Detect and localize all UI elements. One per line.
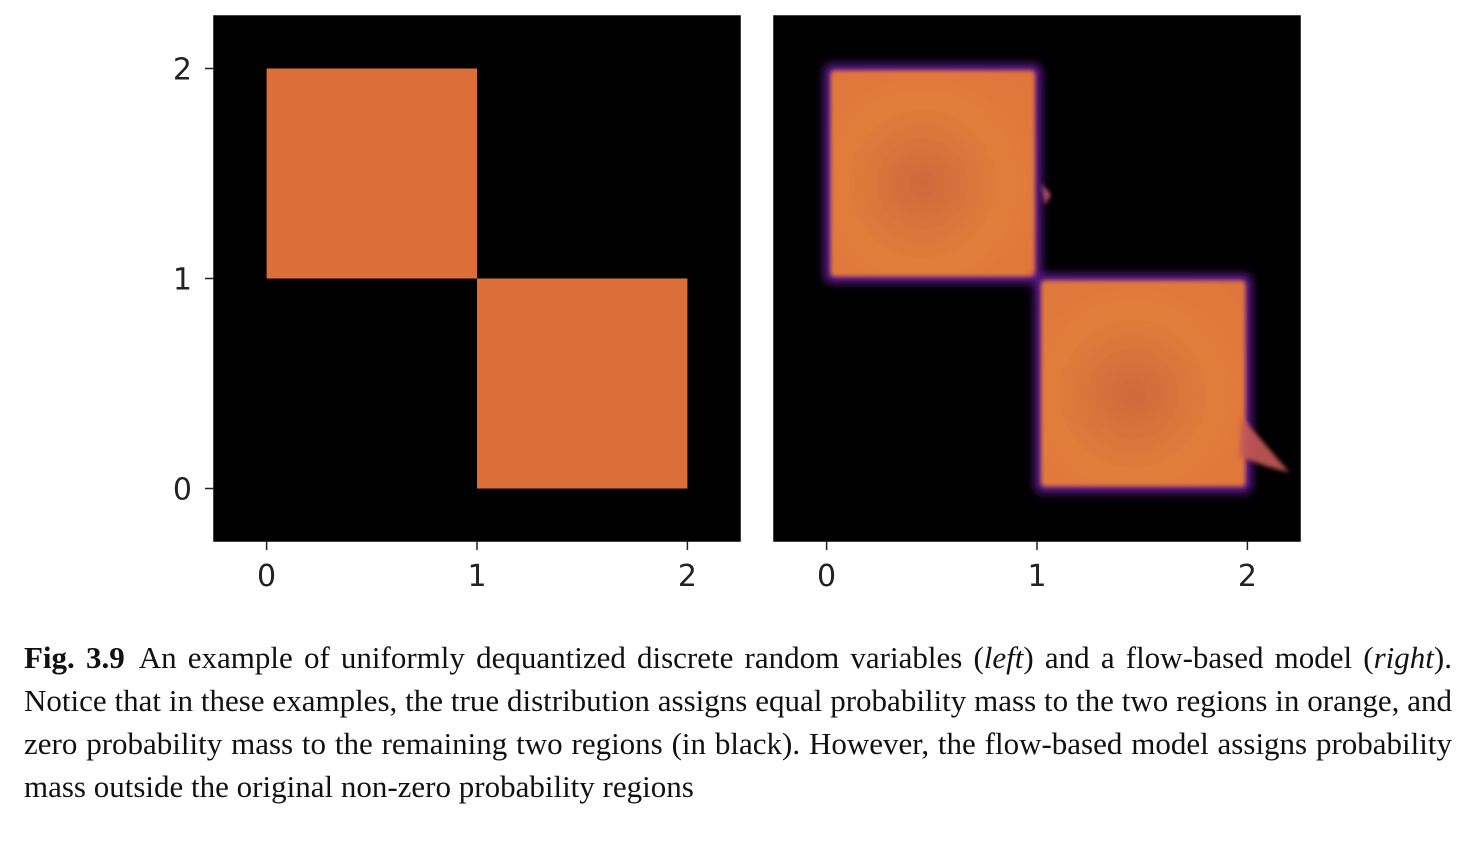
figure-label: Fig. 3.9 [24, 640, 125, 675]
x-tick-label: 1 [467, 559, 486, 594]
orange-region-1 [266, 68, 477, 279]
y-tick-label: 2 [173, 53, 192, 88]
y-tick-label: 0 [173, 473, 192, 508]
caption-text-run: An example of uniformly dequantized disc… [138, 640, 984, 675]
figure-caption: Fig. 3.9 An example of uniformly dequanti… [24, 636, 1452, 808]
caption-text: An example of uniformly dequantized disc… [24, 640, 1452, 804]
caption-italic-term: right [1373, 640, 1434, 675]
x-tick-label: 0 [817, 559, 836, 594]
density-region-2 [1041, 280, 1246, 487]
x-tick-label: 1 [1027, 559, 1046, 594]
orange-region-2 [477, 278, 688, 489]
left-panel: 0 1 2 0 1 2 [173, 15, 741, 594]
x-tick-label: 2 [678, 559, 697, 594]
caption-italic-term: left [983, 640, 1024, 675]
right-panel: 0 1 2 [773, 15, 1301, 594]
x-tick-label: 0 [257, 559, 276, 594]
y-tick-label: 1 [173, 263, 192, 298]
x-tick-label: 2 [1238, 559, 1257, 594]
caption-text-run: ) and a flow-based model ( [1023, 640, 1374, 675]
density-leak [1041, 184, 1051, 205]
density-leak [1239, 416, 1290, 473]
figure: 0 1 2 0 1 2 0 1 2 [173, 15, 1301, 594]
caption-text-run: ). Notice that in these examples, the tr… [24, 640, 1452, 804]
density-region-1 [830, 70, 1035, 277]
